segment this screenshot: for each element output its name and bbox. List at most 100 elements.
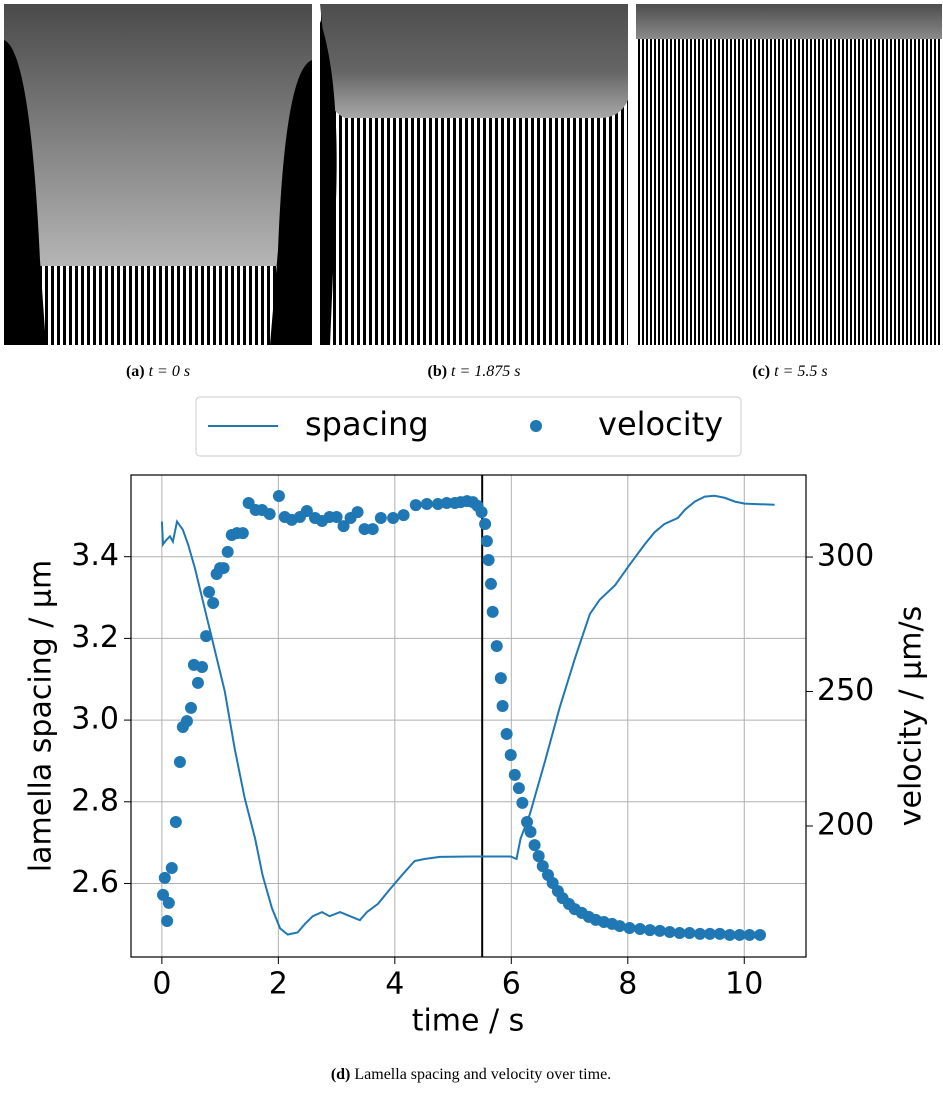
point: [694, 927, 707, 940]
y-tick-label: 2.8: [71, 783, 119, 818]
point: [217, 562, 230, 575]
point: [374, 512, 387, 525]
panel-a: [4, 4, 312, 345]
point: [703, 927, 716, 940]
x-axis-label: time / s: [412, 1004, 525, 1039]
point: [512, 782, 525, 795]
point: [486, 605, 499, 618]
x-tick-label: 0: [152, 967, 171, 1002]
caption-tag: (d): [331, 1066, 351, 1083]
point: [207, 597, 220, 610]
point: [496, 700, 509, 713]
y2-axis-label: velocity / µm/s: [894, 606, 929, 826]
point: [494, 672, 507, 685]
point: [351, 506, 364, 519]
point: [158, 871, 171, 884]
point: [508, 768, 521, 781]
point: [536, 860, 549, 873]
point: [663, 925, 676, 938]
legend-swatch: [530, 420, 542, 432]
point: [196, 661, 209, 674]
legend-label: spacing: [305, 405, 429, 443]
point: [500, 728, 513, 741]
point: [723, 928, 736, 941]
point: [673, 927, 686, 940]
caption-a: (a) t = 0 s: [126, 363, 190, 380]
point: [753, 928, 766, 941]
x-tick-label: 2: [269, 967, 288, 1002]
point: [191, 676, 204, 689]
point: [165, 861, 178, 874]
point: [397, 509, 410, 522]
panel-c: [636, 4, 942, 345]
caption-tag: (b): [427, 363, 447, 380]
caption-text: t = 0 s: [149, 363, 190, 380]
caption-d: (d) Lamella spacing and velocity over ti…: [331, 1066, 611, 1083]
point: [484, 577, 497, 590]
x-tick-label: 10: [725, 967, 763, 1002]
point: [330, 510, 343, 523]
x-tick-label: 8: [618, 967, 637, 1002]
point: [482, 553, 495, 566]
caption-c: (c) t = 5.5 s: [752, 363, 827, 380]
point: [528, 839, 541, 852]
point: [366, 523, 379, 536]
legend-box: [195, 396, 742, 457]
y-axis-label: lamella spacing / µm: [24, 560, 59, 872]
point: [337, 520, 350, 533]
point: [221, 545, 234, 558]
point: [613, 920, 626, 933]
legend-label: velocity: [598, 405, 723, 443]
caption-text: t = 1.875 s: [451, 363, 520, 380]
point: [431, 498, 444, 511]
point: [409, 499, 422, 512]
point: [743, 928, 756, 941]
caption-text: t = 5.5 s: [774, 363, 827, 380]
point: [300, 505, 313, 518]
point: [480, 535, 493, 548]
panel-b: [320, 4, 628, 345]
point: [272, 489, 285, 502]
point: [643, 924, 656, 937]
y2-tick-label: 300: [817, 539, 874, 574]
point: [387, 512, 400, 525]
point: [236, 527, 249, 540]
y-tick-label: 3.2: [71, 620, 119, 655]
point: [203, 586, 216, 599]
point: [504, 749, 517, 762]
point: [200, 630, 213, 643]
point: [634, 923, 647, 936]
point: [475, 506, 488, 519]
point: [479, 517, 492, 530]
point: [490, 640, 503, 653]
caption-tag: (a): [126, 363, 145, 380]
y2-tick-label: 250: [817, 673, 874, 708]
point: [653, 924, 666, 937]
y-tick-label: 2.6: [71, 865, 119, 900]
point: [180, 715, 193, 728]
point: [516, 796, 529, 809]
x-tick-label: 6: [502, 967, 521, 1002]
caption-text: Lamella spacing and velocity over time.: [354, 1066, 611, 1083]
point: [532, 850, 545, 863]
point: [521, 815, 534, 828]
point: [169, 815, 182, 828]
point: [161, 914, 174, 927]
caption-tag: (c): [752, 363, 770, 380]
point: [184, 701, 197, 714]
point: [524, 825, 537, 838]
point: [733, 928, 746, 941]
y-tick-label: 3.0: [71, 702, 119, 737]
plot-frame: [130, 474, 807, 958]
point: [173, 755, 186, 768]
point: [623, 921, 636, 934]
point: [683, 927, 696, 940]
point: [162, 896, 175, 909]
caption-b: (b) t = 1.875 s: [427, 363, 520, 380]
y2-tick-label: 200: [817, 808, 874, 843]
line: [160, 494, 775, 936]
x-tick-label: 4: [385, 967, 404, 1002]
y-tick-label: 3.4: [71, 538, 119, 573]
point: [420, 498, 433, 511]
